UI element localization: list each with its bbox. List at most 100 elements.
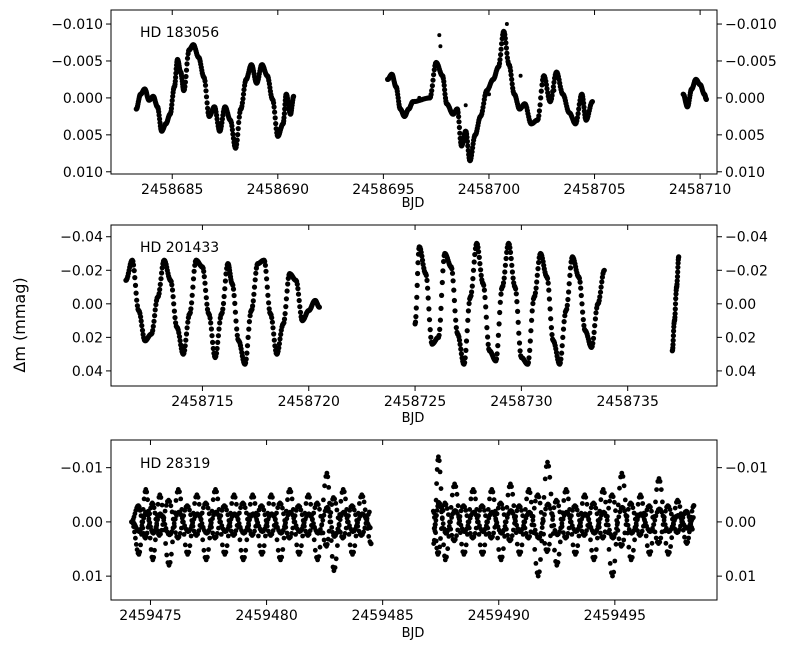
data-point: [476, 513, 481, 519]
data-point: [448, 505, 454, 510]
data-point: [360, 494, 366, 499]
data-point: [436, 550, 442, 555]
data-point: [691, 515, 696, 520]
data-point: [206, 547, 211, 552]
data-point: [291, 93, 297, 99]
data-point: [545, 280, 551, 286]
data-point: [230, 282, 236, 288]
data-point: [522, 525, 528, 531]
data-point: [529, 308, 535, 314]
data-point: [273, 521, 279, 526]
data-point: [223, 271, 229, 277]
data-point: [531, 505, 537, 511]
data-point: [266, 300, 272, 306]
data-point: [429, 88, 435, 94]
plot-frame: [110, 439, 718, 601]
data-point: [580, 317, 586, 323]
data-point: [210, 497, 216, 503]
data-point: [547, 506, 553, 511]
data-point: [213, 350, 220, 356]
data-point: [601, 534, 607, 539]
data-point: [202, 82, 209, 88]
data-point: [552, 88, 557, 93]
data-point: [508, 68, 514, 74]
data-point: [513, 286, 519, 292]
x-tick-label: 2458695: [352, 182, 414, 198]
y-tick-label-left: 0.04: [72, 364, 103, 380]
data-point: [526, 355, 532, 361]
data-point: [171, 301, 177, 307]
data-point: [236, 119, 242, 126]
data-point: [538, 88, 544, 94]
data-point: [167, 560, 173, 565]
y-tick-label-right: −0.01: [725, 461, 768, 477]
data-point: [472, 251, 478, 258]
data-point: [343, 525, 349, 531]
data-point: [210, 530, 216, 536]
data-point: [203, 88, 209, 94]
data-point: [508, 72, 514, 78]
x-tick-label: 2458690: [247, 182, 309, 198]
data-point: [634, 523, 639, 528]
data-point: [215, 333, 221, 339]
data-point: [550, 513, 556, 519]
data-point: [614, 518, 620, 523]
data-point: [548, 316, 554, 322]
y-tick-label-left: −0.005: [51, 54, 103, 70]
data-point: [493, 518, 499, 523]
y-tick-label-left: −0.01: [60, 461, 103, 477]
data-point: [139, 519, 145, 525]
data-point: [668, 544, 673, 549]
x-tick-label: 2458735: [597, 394, 659, 410]
data-point: [481, 549, 487, 555]
data-point: [277, 336, 283, 342]
data-point: [425, 295, 431, 301]
data-point: [644, 543, 650, 549]
data-point: [589, 547, 594, 553]
data-point: [290, 525, 296, 531]
data-point: [685, 539, 691, 545]
data-point: [519, 542, 525, 548]
data-point: [559, 350, 565, 356]
data-point: [233, 318, 239, 324]
data-point: [138, 314, 144, 320]
data-point: [316, 554, 322, 559]
data-point: [346, 513, 351, 519]
y-tick-label-right: 0.02: [725, 330, 756, 346]
data-point: [528, 328, 534, 334]
panel-hd28319: HD 28319 BJD 2459475 2459480 2459485 245949…: [60, 439, 768, 641]
data-point: [224, 507, 230, 513]
data-point: [653, 499, 658, 505]
data-point: [270, 494, 275, 500]
data-point: [172, 524, 177, 529]
data-point: [673, 291, 679, 297]
data-point: [222, 278, 228, 284]
data-point: [361, 529, 366, 535]
data-point: [463, 542, 469, 548]
data-point: [148, 505, 154, 511]
data-point: [221, 293, 227, 300]
data-point: [503, 255, 509, 262]
data-point: [639, 528, 645, 534]
data-point: [438, 486, 444, 491]
data-point: [240, 91, 247, 97]
data-point: [465, 519, 471, 525]
data-point: [217, 519, 223, 525]
data-point: [603, 499, 608, 505]
data-points: [129, 454, 697, 579]
data-point: [622, 508, 627, 514]
data-point: [663, 540, 669, 546]
data-point: [451, 297, 457, 304]
data-point: [130, 262, 137, 268]
data-point: [643, 512, 649, 518]
data-point: [186, 549, 192, 555]
data-point: [204, 501, 210, 507]
data-point: [264, 523, 270, 529]
data-point: [495, 332, 501, 338]
data-point: [321, 497, 326, 503]
data-point: [469, 289, 475, 295]
data-point: [316, 304, 322, 310]
data-point: [564, 489, 570, 495]
data-point: [426, 317, 433, 323]
data-point: [143, 534, 149, 540]
